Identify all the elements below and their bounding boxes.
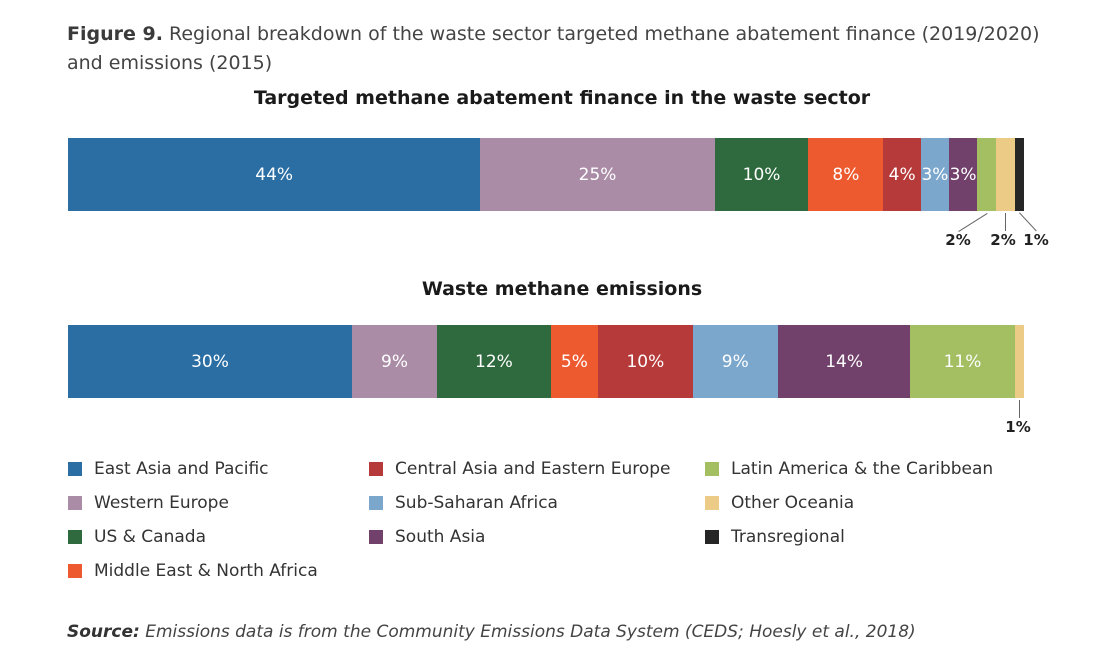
legend-swatch xyxy=(68,564,82,578)
source-text: Emissions data is from the Community Emi… xyxy=(145,622,916,642)
legend-item-us-and-canada: US & Canada xyxy=(68,527,206,547)
data-label: 11% xyxy=(943,351,982,372)
legend-item-central-asia-and-eastern-europe: Central Asia and Eastern Europe xyxy=(369,459,671,479)
figure-caption: Figure 9. Regional breakdown of the wast… xyxy=(67,20,1057,78)
legend-item-sub-saharan-africa: Sub-Saharan Africa xyxy=(369,493,558,513)
data-label: 9% xyxy=(721,351,749,372)
source-label: Source: xyxy=(67,622,140,642)
legend-swatch xyxy=(369,530,383,544)
legend-label: Transregional xyxy=(731,527,845,547)
emissions-chart-title: Waste methane emissions xyxy=(421,278,703,300)
data-label: 44% xyxy=(255,164,294,185)
legend-label: Sub-Saharan Africa xyxy=(395,493,558,513)
legend-label: Latin America & the Caribbean xyxy=(731,459,994,479)
legend-swatch xyxy=(369,462,383,476)
bar-segment-other-oceania xyxy=(1014,325,1024,398)
legend-swatch xyxy=(68,530,82,544)
legend-label: Middle East & North Africa xyxy=(94,561,318,581)
legend-item-transregional: Transregional xyxy=(705,527,845,547)
bar-segment-sub-saharan-africa: 3% xyxy=(920,138,949,211)
bar-segment-transregional xyxy=(1014,138,1024,211)
data-label: 4% xyxy=(888,164,916,185)
data-label: 3% xyxy=(921,164,949,185)
legend-item-latin-america-and-the-caribbean: Latin America & the Caribbean xyxy=(705,459,993,479)
leader-line xyxy=(1019,400,1021,418)
legend-label: US & Canada xyxy=(94,527,206,547)
legend-item-south-asia: South Asia xyxy=(369,527,485,547)
emissions-stacked-bar: 30% 9% 12% 5% 10% 9% 14% 11% xyxy=(68,325,1024,398)
leader-line xyxy=(958,213,988,232)
bar-segment-east-asia-and-pacific: 30% xyxy=(68,325,352,398)
data-label: 10% xyxy=(626,351,665,372)
bar-segment-us-and-canada: 12% xyxy=(437,325,551,398)
data-label-latin-america-and-the-caribbean: 2% xyxy=(945,231,971,249)
figure-caption-text: Regional breakdown of the waste sector t… xyxy=(67,23,1040,74)
data-label: 30% xyxy=(191,351,229,372)
legend-swatch xyxy=(369,496,383,510)
data-label: 25% xyxy=(578,164,617,185)
bar-segment-south-asia: 14% xyxy=(777,325,911,398)
legend-swatch xyxy=(705,496,719,510)
bar-segment-latin-america-and-the-caribbean: 11% xyxy=(910,325,1015,398)
data-label: 9% xyxy=(381,351,409,372)
legend-label: East Asia and Pacific xyxy=(94,459,269,479)
leader-line xyxy=(1019,212,1037,231)
data-label: 14% xyxy=(825,351,864,372)
leader-line xyxy=(1005,213,1007,231)
finance-chart-title: Targeted methane abatement finance in th… xyxy=(253,87,871,109)
bar-segment-central-asia-and-eastern-europe: 10% xyxy=(598,325,693,398)
legend-label: Western Europe xyxy=(94,493,229,513)
bar-segment-western-europe: 9% xyxy=(351,325,438,398)
data-label-other-oceania: 2% xyxy=(990,231,1016,249)
legend-label: Other Oceania xyxy=(731,493,855,513)
data-label: 10% xyxy=(742,164,781,185)
bar-segment-east-asia-and-pacific: 44% xyxy=(68,138,481,211)
figure-label: Figure 9. xyxy=(67,23,163,45)
finance-stacked-bar: 44% 25% 10% 8% 4% 3% 3% xyxy=(68,138,1024,211)
legend-label: South Asia xyxy=(395,527,486,547)
legend-item-middle-east-and-north-africa: Middle East & North Africa xyxy=(68,561,318,581)
bar-segment-middle-east-and-north-africa: 5% xyxy=(550,325,599,398)
data-label-other-oceania: 1% xyxy=(1005,418,1031,436)
source-note: Source: Emissions data is from the Commu… xyxy=(67,622,916,642)
data-label-transregional: 1% xyxy=(1023,231,1049,249)
legend-swatch xyxy=(705,530,719,544)
data-label: 12% xyxy=(475,351,513,372)
legend-item-east-asia-and-pacific: East Asia and Pacific xyxy=(68,459,269,479)
legend-swatch xyxy=(68,462,82,476)
bar-segment-us-and-canada: 10% xyxy=(714,138,809,211)
bar-segment-western-europe: 25% xyxy=(480,138,715,211)
legend-swatch xyxy=(68,496,82,510)
bar-segment-south-asia: 3% xyxy=(949,138,978,211)
bar-segment-middle-east-and-north-africa: 8% xyxy=(808,138,884,211)
bar-segment-sub-saharan-africa: 9% xyxy=(692,325,778,398)
bar-segment-other-oceania xyxy=(995,138,1015,211)
legend-swatch xyxy=(705,462,719,476)
bar-segment-latin-america-and-the-caribbean xyxy=(977,138,996,211)
data-label: 8% xyxy=(832,164,860,185)
data-label: 5% xyxy=(560,351,588,372)
bar-segment-central-asia-and-eastern-europe: 4% xyxy=(883,138,921,211)
legend-item-other-oceania: Other Oceania xyxy=(705,493,854,513)
data-label: 3% xyxy=(949,164,977,185)
legend-label: Central Asia and Eastern Europe xyxy=(395,459,671,479)
legend-item-western-europe: Western Europe xyxy=(68,493,229,513)
